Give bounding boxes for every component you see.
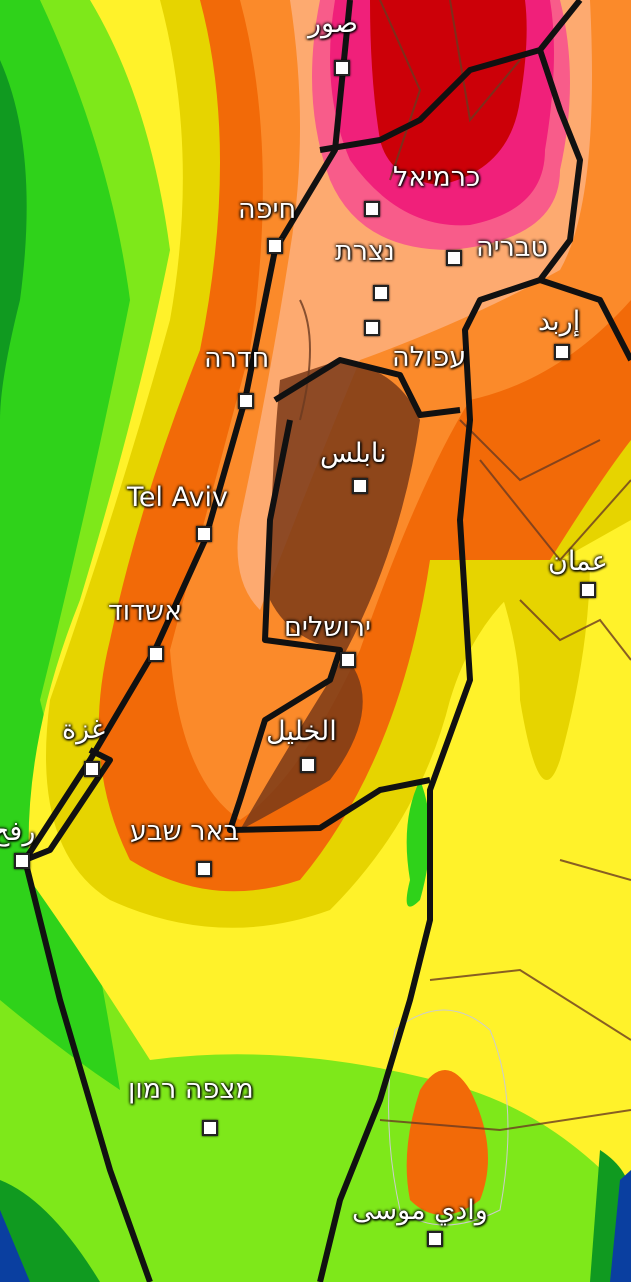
city-marker[interactable]: [202, 1120, 218, 1136]
city-marker[interactable]: [196, 861, 212, 877]
city-marker[interactable]: [148, 646, 164, 662]
sea-blue-east: [610, 1170, 631, 1282]
city-label: نابلس: [320, 438, 387, 469]
city-marker[interactable]: [373, 285, 389, 301]
dark-green-band: [0, 60, 27, 420]
city-label: رفح: [0, 816, 36, 847]
city-label: عمان: [548, 546, 608, 577]
city-marker[interactable]: [554, 344, 570, 360]
city-label: غزة: [62, 714, 106, 745]
contour-line: [388, 1009, 509, 1226]
city-marker[interactable]: [300, 757, 316, 773]
city-marker[interactable]: [580, 582, 596, 598]
city-label: חדרה: [204, 343, 270, 374]
green-patch: [406, 780, 430, 907]
city-label: עפולה: [392, 342, 467, 373]
city-label: טבריה: [476, 232, 549, 263]
orange-patch-south: [406, 1070, 488, 1215]
terrain-shading: [240, 360, 420, 830]
city-label: إربد: [538, 306, 581, 337]
city-marker[interactable]: [340, 652, 356, 668]
city-marker[interactable]: [14, 853, 30, 869]
city-marker[interactable]: [196, 526, 212, 542]
city-marker[interactable]: [334, 60, 350, 76]
city-label: באר שבע: [130, 816, 240, 847]
city-label: ירושלים: [284, 612, 372, 643]
city-marker[interactable]: [446, 250, 462, 266]
city-marker[interactable]: [427, 1231, 443, 1247]
city-marker[interactable]: [364, 201, 380, 217]
city-label: מצפה רמון: [128, 1074, 254, 1105]
city-label: الخليل: [266, 716, 337, 747]
city-label: כרמיאל: [393, 162, 481, 193]
dark-green-band-south: [0, 1180, 100, 1282]
city-label: وادي موسى: [352, 1195, 488, 1226]
city-label: Tel Aviv: [127, 482, 228, 513]
city-label: صور: [308, 8, 358, 39]
sea-blue: [0, 1210, 30, 1282]
city-marker[interactable]: [267, 238, 283, 254]
city-marker[interactable]: [84, 761, 100, 777]
city-label: אשדוד: [108, 596, 183, 627]
city-marker[interactable]: [352, 478, 368, 494]
city-marker[interactable]: [238, 393, 254, 409]
city-label: חיפה: [238, 194, 297, 225]
city-marker[interactable]: [364, 320, 380, 336]
olive-band-east: [490, 560, 590, 780]
district-borders: [299, 0, 631, 1132]
city-label: נצרת: [335, 236, 395, 267]
